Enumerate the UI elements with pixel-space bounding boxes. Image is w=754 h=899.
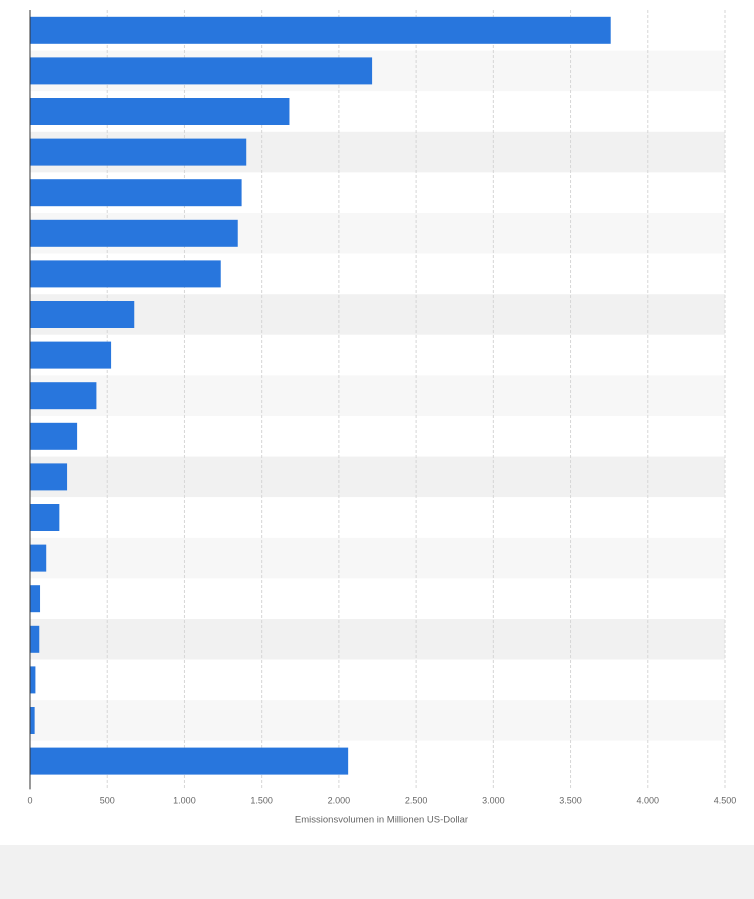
- bar[interactable]: [30, 544, 47, 572]
- bar[interactable]: [30, 219, 238, 247]
- bar[interactable]: [30, 463, 68, 491]
- bar-chart: 0 500 1.000 1.500 2.000 2.500 3.000 3.500 4.000 4…: [27, 10, 736, 825]
- x-tick-label: 0: [27, 795, 32, 805]
- bar[interactable]: [30, 260, 221, 288]
- row-band: [30, 375, 725, 416]
- bar[interactable]: [30, 747, 349, 775]
- row-band: [30, 537, 725, 579]
- x-tick-label: 2.000: [328, 795, 351, 805]
- bar[interactable]: [30, 301, 135, 328]
- bar[interactable]: [30, 179, 242, 207]
- x-tick-labels: 0 500 1.000 1.500 2.000 2.500 3.000 3.500 4.000 4…: [27, 795, 736, 805]
- x-tick-label: 4.500: [714, 795, 737, 805]
- bar[interactable]: [30, 666, 36, 694]
- bar[interactable]: [30, 98, 290, 125]
- bar[interactable]: [30, 341, 112, 369]
- row-band: [30, 578, 725, 619]
- row-band: [30, 294, 725, 335]
- row-band: [30, 334, 725, 376]
- row-band: [30, 700, 725, 741]
- x-tick-label: 2.500: [405, 795, 428, 805]
- bar[interactable]: [30, 138, 247, 166]
- bar[interactable]: [30, 625, 40, 653]
- bar[interactable]: [30, 504, 60, 531]
- bar[interactable]: [30, 585, 41, 613]
- row-band: [30, 659, 725, 701]
- row-band: [30, 619, 725, 660]
- x-tick-label: 1.000: [173, 795, 196, 805]
- bar[interactable]: [30, 707, 35, 734]
- x-tick-label: 4.000: [637, 795, 660, 805]
- bar[interactable]: [30, 16, 611, 44]
- bars: [30, 16, 611, 775]
- row-bands: [30, 10, 725, 782]
- bar[interactable]: [30, 422, 78, 450]
- x-tick-label: 3.000: [482, 795, 505, 805]
- x-tick-label: 3.500: [559, 795, 582, 805]
- bar[interactable]: [30, 57, 373, 85]
- row-band: [30, 416, 725, 457]
- x-axis-title: Emissionsvolumen in Millionen US-Dollar: [295, 814, 468, 825]
- bar[interactable]: [30, 382, 97, 410]
- row-band: [30, 497, 725, 538]
- x-tick-label: 1.500: [250, 795, 273, 805]
- x-tick-label: 500: [100, 795, 115, 805]
- row-band: [30, 456, 725, 498]
- chart-panel: 0 500 1.000 1.500 2.000 2.500 3.000 3.500 4.000 4…: [0, 0, 754, 845]
